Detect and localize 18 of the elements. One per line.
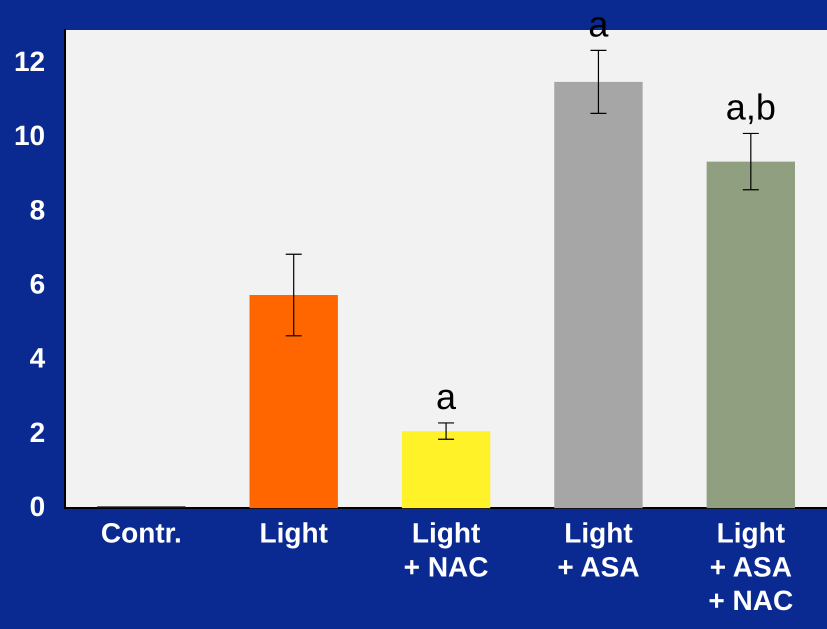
y-tick-label: 10 [14,120,46,152]
x-tick-label: Light + ASA [557,518,640,582]
y-tick-label: 8 [30,194,46,226]
y-tick-label: 4 [30,342,46,374]
x-tick-label: Light [259,518,328,549]
y-tick-label: 6 [30,268,46,300]
y-tick-label: 0 [30,490,46,522]
bar [402,431,490,508]
annotation: a,b [726,86,776,128]
annotation: a [436,376,458,417]
y-tick-label: 12 [14,46,46,78]
x-tick-label: Light + ASA + NAC [708,518,794,616]
x-tick-label: Light + NAC [404,518,488,582]
bar [706,162,795,508]
x-tick-label: Contr. [100,518,182,549]
bar [250,295,338,508]
bar [554,82,643,508]
y-tick-label: 2 [30,416,46,448]
